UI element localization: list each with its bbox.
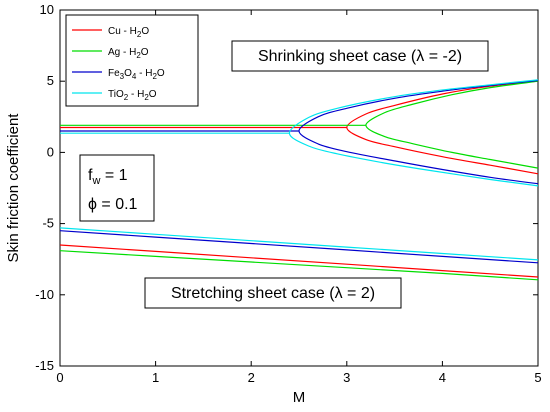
parameter-annotation: fw = 1 ϕ = 0.1 [79, 154, 155, 222]
legend-label-fe: Fe3O4 - H2O [108, 68, 165, 81]
stretching-annotation-label: Stretching sheet case (λ = 2) [171, 285, 375, 302]
plot-area-frame [59, 9, 539, 367]
series-layer [59, 79, 539, 281]
series-ti-shrinking-branches [288, 79, 539, 187]
x-tick-label: 0 [56, 370, 63, 385]
series-ag-stretching [59, 250, 539, 281]
y-axis-title: Skin friction coefficient [5, 113, 22, 263]
y-tick-label: -10 [35, 287, 54, 302]
legend-label-cu: Cu - H2O [108, 26, 149, 39]
series-fe-shrinking-branches [298, 79, 539, 185]
axis-tick-labels: 0 1 2 3 4 5 -15 -10 -5 0 5 10 [35, 2, 541, 385]
y-tick-label: 10 [40, 2, 54, 17]
x-tick-label: 5 [534, 370, 541, 385]
y-tick-label: -15 [35, 358, 54, 373]
stretching-annotation-box [144, 277, 402, 309]
series-ti-stretching [59, 227, 539, 261]
x-axis-title: M [293, 389, 306, 406]
y-tick-label: -5 [42, 216, 54, 231]
x-tick-label: 4 [439, 370, 446, 385]
fw-annotation-label: fw = 1 [88, 167, 128, 187]
y-tick-label: 0 [47, 144, 54, 159]
series-cu-shrinking-branches [346, 80, 539, 175]
stretching-annotation: Stretching sheet case (λ = 2) [144, 277, 402, 309]
x-tick-label: 2 [248, 370, 255, 385]
series-ag-shrinking-branches [365, 80, 539, 169]
phi-annotation-label: ϕ = 0.1 [88, 196, 138, 213]
x-tick-label: 1 [152, 370, 159, 385]
legend: Cu - H2O Ag - H2O Fe3O4 - H2O TiO2 - H2O [65, 14, 199, 107]
parameter-annotation-box [79, 154, 155, 222]
shrinking-annotation-label: Shrinking sheet case (λ = -2) [258, 48, 462, 65]
legend-label-ti: TiO2 - H2O [108, 89, 157, 102]
y-tick-label: 5 [47, 73, 54, 88]
series-cu-stretching [59, 244, 539, 278]
series-fe-stretching [59, 230, 539, 264]
legend-label-ag: Ag - H2O [108, 47, 149, 60]
shrinking-annotation-box [231, 40, 489, 72]
shrinking-annotation: Shrinking sheet case (λ = -2) [231, 40, 489, 72]
x-tick-label: 3 [343, 370, 350, 385]
